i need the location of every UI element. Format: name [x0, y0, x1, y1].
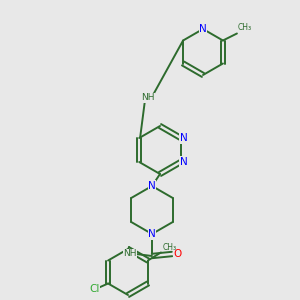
Text: N: N — [148, 229, 156, 239]
Text: CH₃: CH₃ — [163, 242, 177, 251]
Text: O: O — [174, 249, 182, 259]
Text: N: N — [199, 24, 207, 34]
Text: NH: NH — [123, 250, 137, 259]
Text: Cl: Cl — [89, 284, 99, 293]
Text: N: N — [148, 181, 156, 191]
Text: N: N — [180, 133, 188, 143]
Text: CH₃: CH₃ — [238, 23, 252, 32]
Text: NH: NH — [141, 94, 155, 103]
Text: N: N — [180, 157, 188, 167]
